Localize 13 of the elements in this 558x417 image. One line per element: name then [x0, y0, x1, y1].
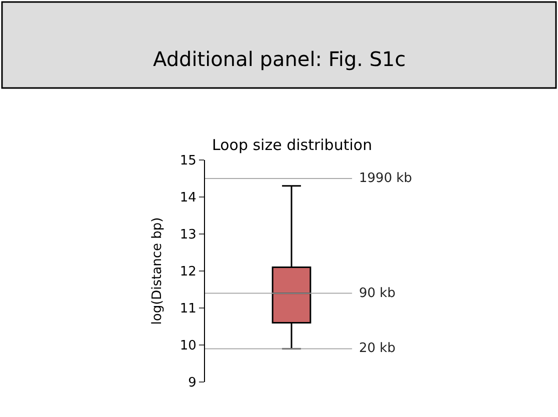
y-axis-title: log(Distance bp) — [150, 217, 165, 325]
y-tick-label: 9 — [188, 376, 196, 391]
y-tick-label: 10 — [180, 338, 196, 354]
y-tick-label: 15 — [180, 154, 196, 169]
chart-subtitle: Loop size distribution — [212, 136, 372, 154]
y-tick-label: 13 — [180, 228, 196, 243]
ref-line-label: 1990 kb — [359, 171, 412, 186]
chart-title: Additional panel: Fig. S1c — [153, 47, 406, 71]
y-tick-label: 12 — [180, 264, 196, 280]
y-tick-label: 14 — [180, 190, 196, 206]
ref-line-label: 20 kb — [359, 341, 396, 356]
ref-line-label: 90 kb — [359, 286, 396, 301]
y-tick-label: 11 — [180, 302, 196, 317]
